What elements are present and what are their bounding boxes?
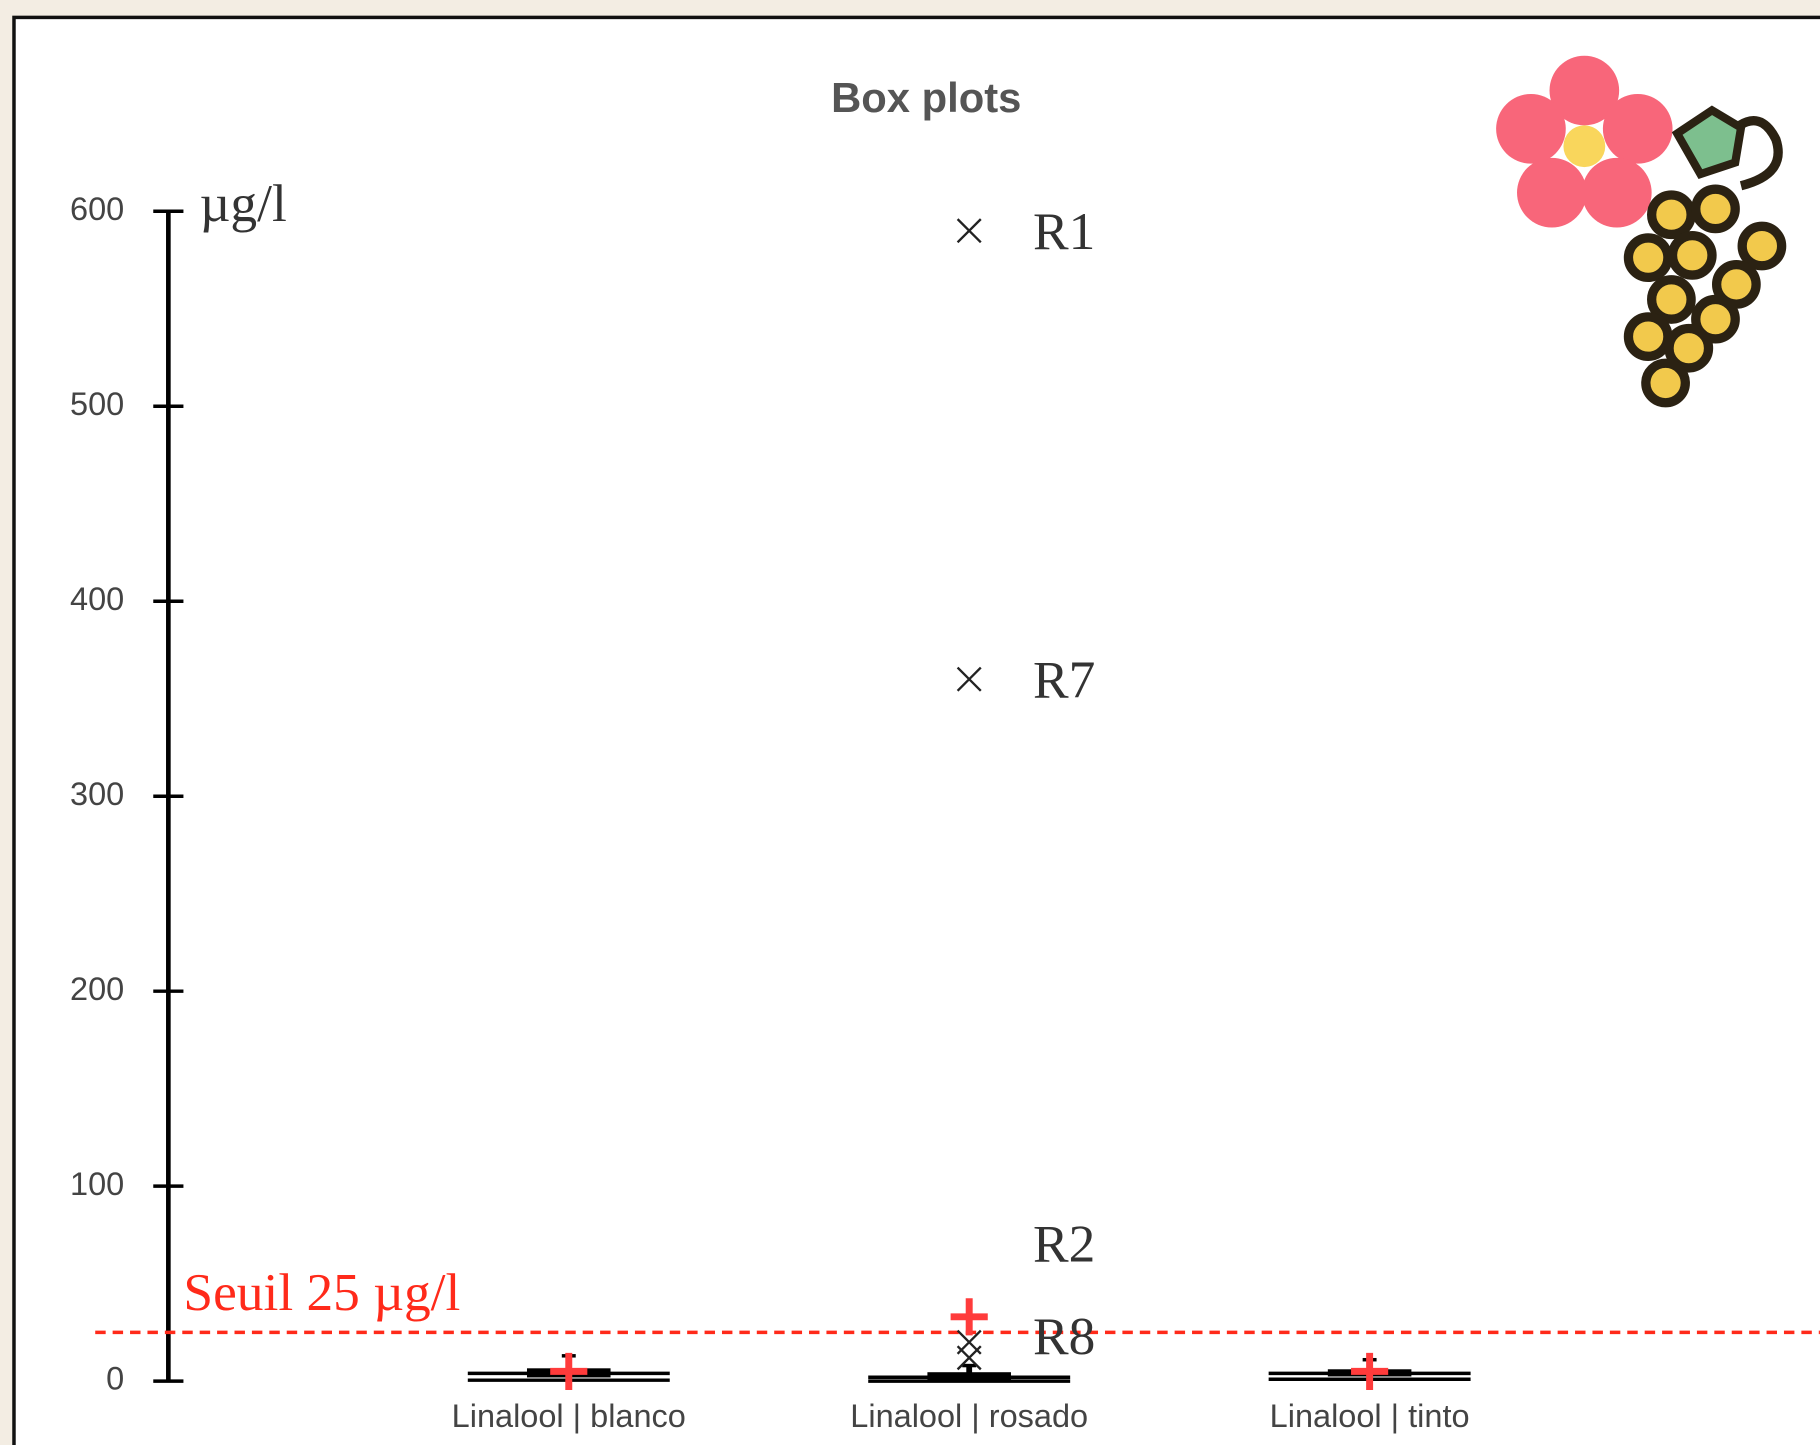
cross-stroke xyxy=(956,1345,982,1371)
cross-stroke xyxy=(956,666,982,692)
threshold-label: Seuil 25 µg/l xyxy=(183,1262,460,1322)
y-tick-label: 100 xyxy=(70,1166,124,1202)
outlier xyxy=(956,218,982,244)
outlier-label: R8 xyxy=(1033,1306,1095,1366)
y-tick-label: 0 xyxy=(106,1361,124,1397)
y-tick-label: 400 xyxy=(70,581,124,617)
mean-marker xyxy=(1351,1352,1389,1390)
x-tick-label: Linalool | tinto xyxy=(1270,1398,1470,1434)
y-tick-label: 600 xyxy=(70,191,124,227)
chart-title: Box plots xyxy=(831,74,1021,121)
y-tick-label: 300 xyxy=(70,776,124,812)
mean-marker xyxy=(550,1352,588,1390)
y-unit-label: µg/l xyxy=(200,173,287,233)
outlier xyxy=(956,666,982,692)
x-tick-label: Linalool | rosado xyxy=(850,1398,1088,1434)
outlier-label: R7 xyxy=(1033,649,1095,709)
outlier xyxy=(956,1345,982,1371)
outlier-label: R1 xyxy=(1033,201,1095,261)
decor-icon xyxy=(1496,55,1787,408)
mean-marker xyxy=(950,1298,988,1336)
y-tick-label: 200 xyxy=(70,971,124,1007)
cross-stroke xyxy=(956,218,982,244)
x-tick-label: Linalool | blanco xyxy=(452,1398,686,1434)
plot-frame xyxy=(12,15,1820,1445)
outlier-label: R2 xyxy=(1033,1214,1095,1274)
y-tick-label: 500 xyxy=(70,386,124,422)
